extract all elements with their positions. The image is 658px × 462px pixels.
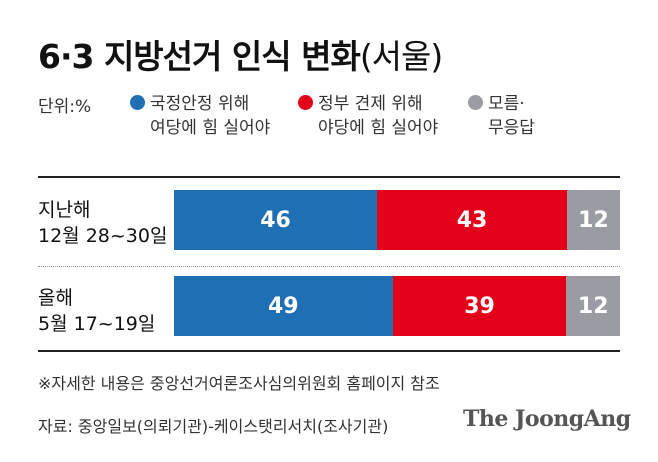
data-label-opposition-this-year: 39 [464, 293, 495, 319]
bar-segment-ruling-this-year: 49 [174, 276, 393, 336]
legend-unknown-line2: 무응답 [488, 118, 535, 138]
title-main: 6·3 지방선거 인식 변화 [38, 37, 361, 76]
row-label-last-year: 지난해 12월 28~30일 [38, 197, 167, 249]
bar-segment-opposition-this-year: 39 [392, 276, 567, 336]
data-label-unknown-last-year: 12 [578, 207, 609, 233]
row-label-last-year-line1: 지난해 [38, 199, 91, 221]
data-label-ruling-last-year: 46 [260, 207, 291, 233]
data-label-unknown-this-year: 12 [577, 293, 609, 319]
bar-segment-opposition-last-year: 43 [377, 190, 567, 250]
legend-opposition-line1: 정부 견제 위해 [318, 94, 423, 114]
bar-last-year: 46 43 12 [174, 190, 620, 250]
data-label-opposition-last-year: 43 [456, 207, 488, 233]
bar-segment-ruling-last-year: 46 [174, 190, 378, 250]
legend-dot-ruling [130, 95, 145, 110]
footnote: ※자세한 내용은 중앙선거여론조사심의위원회 홈페이지 참조 [38, 374, 440, 393]
bar-this-year: 49 39 12 [174, 276, 620, 336]
legend-item-unknown: 모름· 무응답 [468, 92, 535, 140]
legend-opposition-line2: 야당에 힘 실어야 [318, 118, 439, 138]
unit-label: 단위:% [38, 97, 92, 117]
title-sub: (서울) [359, 37, 443, 76]
legend-unknown-line1: 모름· [488, 94, 525, 114]
source-line: 자료: 중앙일보(의뢰기관)-케이스탯리서치(조사기관) [38, 417, 389, 436]
publisher-logo: The JoongAng [463, 406, 631, 432]
row-label-this-year-line1: 올해 [38, 287, 73, 309]
legend-dot-opposition [298, 95, 313, 110]
data-label-ruling-this-year: 49 [267, 293, 299, 319]
chart-title: 6·3 지방선거 인식 변화(서울) [38, 30, 443, 78]
legend-dot-unknown [468, 95, 483, 110]
row-label-this-year: 올해 5월 17~19일 [38, 285, 155, 337]
row-divider [38, 266, 620, 267]
bar-segment-unknown-this-year: 12 [566, 276, 620, 336]
bottom-rule [38, 350, 620, 352]
top-rule [38, 176, 620, 178]
legend: 단위:% 국정안정 위해 여당에 힘 실어야 정부 견제 위해 야당에 힘 실어야 … [0, 88, 658, 148]
row-label-this-year-line2: 5월 17~19일 [38, 313, 156, 335]
bar-segment-unknown-last-year: 12 [567, 190, 620, 250]
legend-ruling-line1: 국정안정 위해 [150, 94, 250, 114]
row-label-last-year-line2: 12월 28~30일 [38, 225, 168, 247]
legend-ruling-line2: 여당에 힘 실어야 [150, 118, 271, 138]
